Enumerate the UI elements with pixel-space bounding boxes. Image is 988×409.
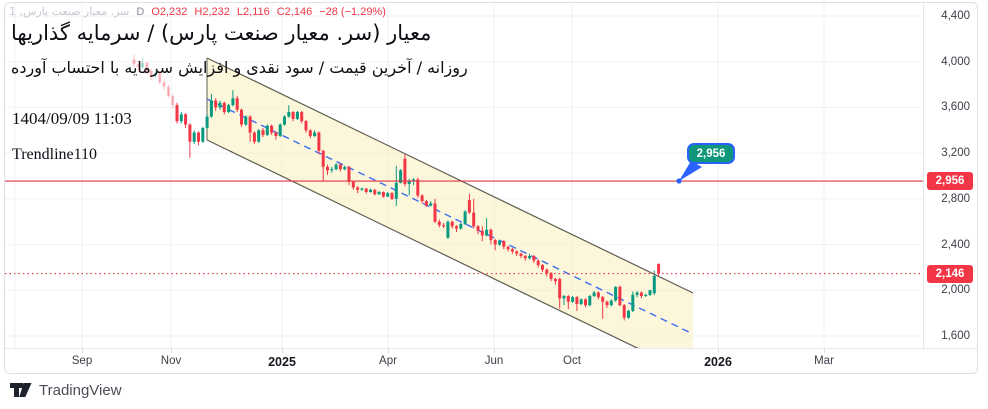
time-tick-label: Sep: [71, 355, 93, 367]
price-tick-label: 1,600: [941, 329, 970, 342]
chart-pane[interactable]: 2,956: [5, 3, 923, 348]
price-tick-label: 2,800: [941, 192, 970, 205]
time-tick-mark: [718, 349, 719, 353]
time-tick-label: 2025: [268, 355, 296, 369]
chart-canvas[interactable]: [5, 3, 923, 348]
time-tick-mark: [572, 349, 573, 353]
time-tick-mark: [282, 349, 283, 353]
time-axis[interactable]: Sep Nov 2025 Apr Jun Oct 2026 Mar: [5, 348, 977, 373]
time-tick-mark: [494, 349, 495, 353]
chart-widget: 2,956 سر. معیار صنعت پارس, 1 D O2,232 H2…: [4, 2, 978, 374]
time-tick-label: Apr: [379, 355, 397, 367]
tradingview-logo-text: TradingView: [39, 381, 122, 399]
price-badge-upper: 2,956: [927, 172, 973, 191]
price-tick-label: 4,400: [941, 10, 970, 22]
time-tick-label: Jun: [484, 355, 504, 367]
price-axis[interactable]: 2,956 2,146 4,400 4,000 3,600 3,200 2,800 2,4…: [923, 3, 977, 348]
time-tick-mark: [388, 349, 389, 353]
price-tick-label: 4,000: [941, 55, 970, 68]
price-tick-label: 3,200: [941, 147, 970, 160]
tradingview-attribution[interactable]: TradingView: [10, 381, 122, 399]
time-tick-mark: [824, 349, 825, 353]
price-badge-last: 2,146: [927, 264, 973, 283]
price-tick-label: 3,600: [941, 101, 970, 114]
time-tick-mark: [171, 349, 172, 353]
price-tick-label: 2,000: [941, 284, 970, 297]
time-tick-label: 2026: [704, 355, 732, 369]
time-tick-label: Mar: [814, 355, 834, 367]
time-tick-mark: [82, 349, 83, 353]
time-tick-label: Nov: [160, 355, 182, 367]
time-tick-label: Oct: [563, 355, 581, 367]
tradingview-logo-icon: [10, 383, 32, 397]
price-tick-label: 2,400: [941, 238, 970, 251]
price-callout[interactable]: 2,956: [687, 143, 735, 164]
